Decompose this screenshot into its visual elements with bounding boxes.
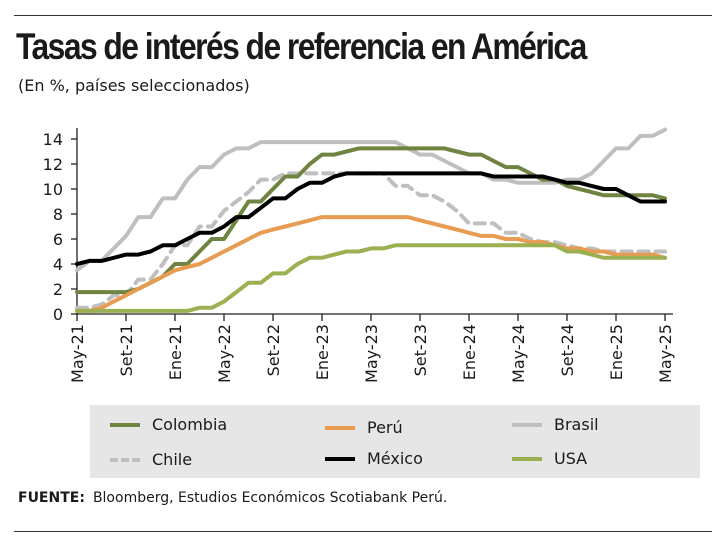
legend-item: Chile bbox=[110, 450, 192, 469]
legend-label: Perú bbox=[367, 418, 403, 437]
y-tick-label: 4 bbox=[53, 255, 63, 274]
legend-item: Colombia bbox=[110, 415, 227, 434]
series-line-colombia bbox=[75, 146, 667, 295]
legend-label: Chile bbox=[152, 450, 193, 469]
y-tick-label: 10 bbox=[43, 180, 63, 199]
y-tick-label: 0 bbox=[53, 305, 63, 324]
series-line-usa bbox=[75, 243, 667, 313]
series-line-mexico bbox=[75, 171, 667, 266]
line-chart: 0 2 4 6 8 10 12 14 May-21 Set-21 Ene-21 May-22 Set-2… bbox=[43, 127, 675, 383]
y-tick-label: 2 bbox=[53, 280, 63, 299]
x-tick-label: Ene-24 bbox=[460, 324, 479, 380]
x-tick-label: May-22 bbox=[215, 324, 234, 383]
legend-swatch bbox=[512, 422, 542, 427]
series-line-brasil bbox=[75, 127, 667, 273]
source-note: FUENTE: Bloomberg, Estudios Económicos Sc… bbox=[18, 490, 447, 506]
chart-subtitle: (En %, países seleccionados) bbox=[18, 76, 250, 95]
legend-swatch bbox=[110, 457, 140, 462]
y-tick-label: 8 bbox=[53, 205, 63, 224]
x-tick-label: Set-21 bbox=[117, 324, 136, 376]
legend: Colombia Perú Brasil Chile México USA bbox=[90, 405, 700, 478]
legend-swatch bbox=[110, 422, 140, 427]
y-tick-label: 12 bbox=[43, 155, 63, 174]
bottom-rule bbox=[14, 531, 712, 532]
x-tick-label: Ene-25 bbox=[607, 324, 626, 380]
x-tick-label: Ene-21 bbox=[166, 324, 185, 380]
source-text: Bloomberg, Estudios Económicos Scotiaban… bbox=[92, 490, 448, 506]
top-rule bbox=[14, 15, 712, 16]
x-tick-label: May-23 bbox=[362, 324, 381, 383]
x-tick-label: May-21 bbox=[68, 324, 87, 383]
legend-label: Colombia bbox=[152, 415, 228, 434]
legend-swatch bbox=[512, 456, 542, 461]
x-tick-label: Set-23 bbox=[411, 324, 430, 376]
legend-label: Brasil bbox=[554, 415, 599, 434]
series-line-chile bbox=[75, 171, 667, 310]
legend-item: USA bbox=[512, 449, 587, 468]
x-tick-label: Set-22 bbox=[264, 324, 283, 376]
legend-item: Perú bbox=[325, 418, 403, 437]
legend-label: México bbox=[367, 449, 423, 468]
y-tick-label: 14 bbox=[43, 130, 63, 149]
legend-item: México bbox=[325, 449, 423, 468]
x-tick-label: Ene-23 bbox=[313, 324, 332, 380]
series-line-peru bbox=[75, 215, 667, 313]
legend-item: Brasil bbox=[512, 415, 599, 434]
legend-label: USA bbox=[554, 449, 588, 468]
x-tick-label: May-25 bbox=[656, 324, 675, 383]
chart-title: Tasas de interés de referencia en Améric… bbox=[16, 26, 587, 67]
x-tick-label: Set-24 bbox=[558, 324, 577, 376]
source-label: FUENTE: bbox=[18, 490, 85, 506]
legend-swatch bbox=[325, 456, 355, 461]
y-tick-label: 6 bbox=[53, 230, 63, 249]
legend-swatch bbox=[325, 425, 355, 430]
x-tick-label: May-24 bbox=[509, 324, 528, 383]
